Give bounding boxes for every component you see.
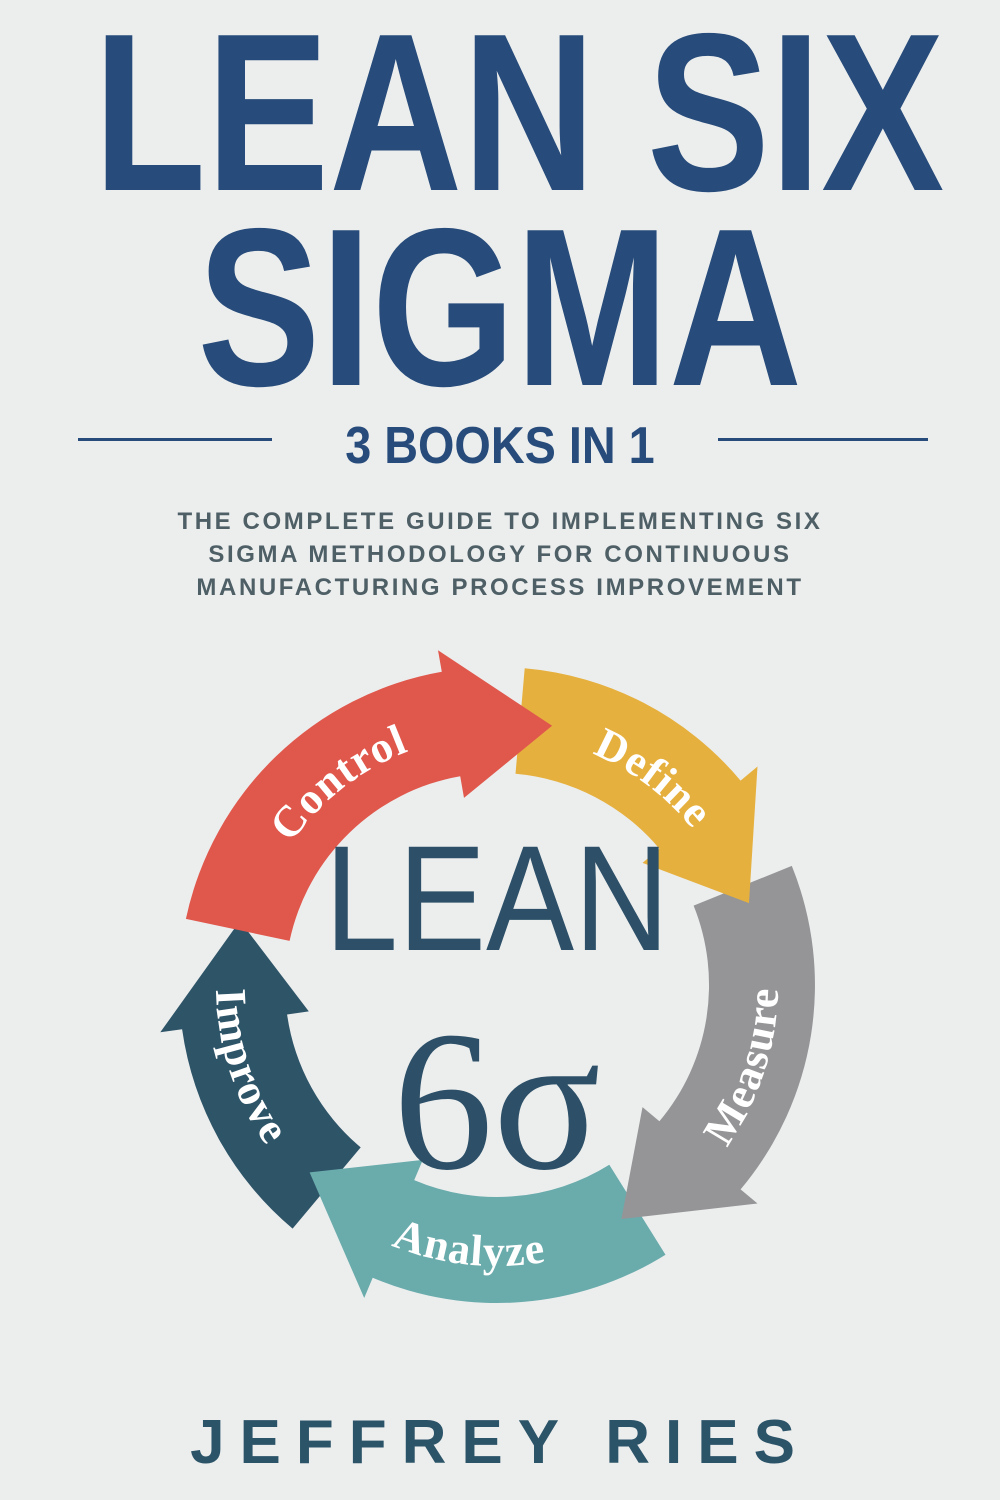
center-six-sigma-text: 6σ — [393, 991, 601, 1212]
author-name: JEFFREY RIES — [190, 1408, 810, 1477]
arrow-define — [515, 668, 758, 904]
title-line-2: SIGMA — [0, 181, 1000, 433]
divider-left — [78, 438, 272, 441]
center-lean-text: LEAN — [325, 814, 670, 982]
subtitle-line-3: MANUFACTURING PROCESS IMPROVEMENT — [196, 574, 804, 601]
badge-text: 3 BOOKS IN 1 — [345, 417, 655, 475]
divider-right — [718, 438, 928, 441]
subtitle-line-2: SIGMA METHODOLOGY FOR CONTINUOUS — [208, 541, 792, 568]
arrow-improve — [160, 920, 361, 1229]
arrow-control — [185, 650, 553, 941]
arrow-analyze — [309, 1159, 666, 1304]
badge-3-books: 3 BOOKS IN 1 — [0, 420, 1000, 472]
subtitle-line-1: THE COMPLETE GUIDE TO IMPLEMENTING SIX — [177, 508, 823, 535]
title-line-1: LEAN SIX — [0, 0, 1000, 238]
title-line-1-text: LEAN SIX — [93, 0, 945, 238]
arrow-measure — [621, 865, 815, 1219]
title-line-2-text: SIGMA — [197, 181, 803, 433]
